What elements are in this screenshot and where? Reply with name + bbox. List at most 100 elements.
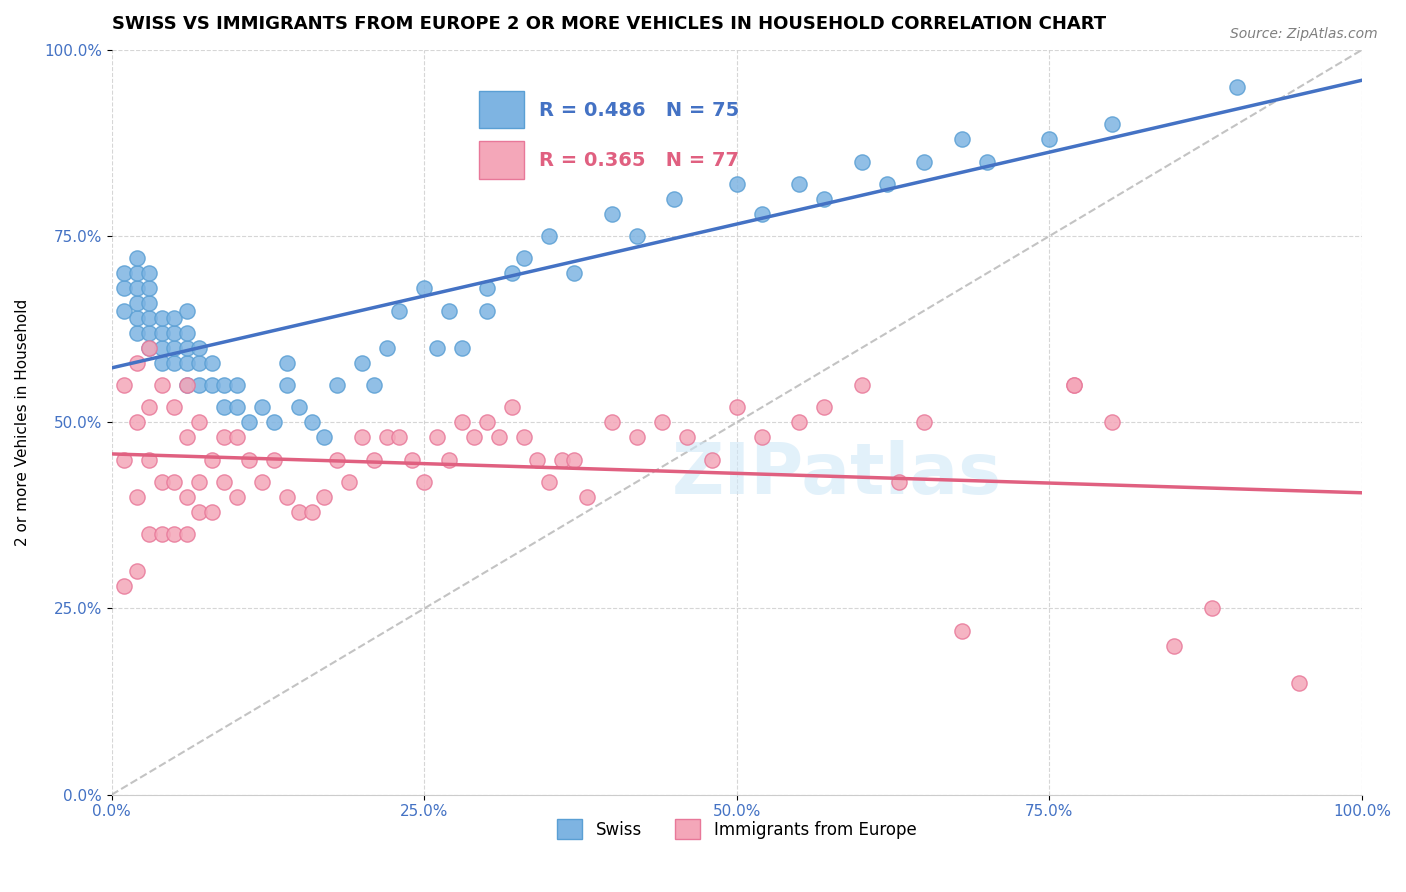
Point xyxy=(138,281,160,295)
Point xyxy=(212,430,235,444)
Point xyxy=(150,341,173,355)
Point xyxy=(176,430,198,444)
Point xyxy=(250,401,273,415)
Point xyxy=(538,475,561,489)
Point xyxy=(789,415,811,429)
Text: SWISS VS IMMIGRANTS FROM EUROPE 2 OR MORE VEHICLES IN HOUSEHOLD CORRELATION CHAR: SWISS VS IMMIGRANTS FROM EUROPE 2 OR MOR… xyxy=(111,15,1105,33)
Point xyxy=(575,490,598,504)
Point xyxy=(413,475,436,489)
Point xyxy=(125,281,148,295)
Point xyxy=(562,266,585,280)
Point xyxy=(337,475,360,489)
Point xyxy=(450,415,472,429)
Point xyxy=(626,430,648,444)
Point xyxy=(150,475,173,489)
Point xyxy=(163,475,186,489)
Point xyxy=(125,415,148,429)
Point xyxy=(725,401,748,415)
Point xyxy=(426,341,449,355)
Point xyxy=(138,341,160,355)
Point xyxy=(112,266,135,280)
Point xyxy=(626,229,648,244)
Point xyxy=(1226,80,1249,95)
Point xyxy=(212,401,235,415)
Point xyxy=(150,356,173,370)
Point xyxy=(538,229,561,244)
Text: R = 0.486   N = 75: R = 0.486 N = 75 xyxy=(540,101,740,120)
Point xyxy=(813,192,835,206)
Point xyxy=(288,505,311,519)
Point xyxy=(188,356,211,370)
Point xyxy=(463,430,485,444)
Point xyxy=(413,281,436,295)
Point xyxy=(263,452,285,467)
Point xyxy=(125,490,148,504)
Point xyxy=(388,430,411,444)
Point xyxy=(138,310,160,325)
Point xyxy=(325,452,347,467)
Point xyxy=(314,490,336,504)
Point xyxy=(188,415,211,429)
Point xyxy=(163,356,186,370)
Point xyxy=(150,310,173,325)
Point xyxy=(600,415,623,429)
Point xyxy=(238,415,260,429)
Point xyxy=(876,177,898,191)
Point xyxy=(1201,601,1223,615)
Point xyxy=(238,452,260,467)
Point xyxy=(176,527,198,541)
Point xyxy=(475,415,498,429)
Point xyxy=(889,475,911,489)
Point xyxy=(437,452,460,467)
Point xyxy=(950,132,973,146)
Point xyxy=(501,266,523,280)
Point xyxy=(125,266,148,280)
Point xyxy=(150,378,173,392)
Point xyxy=(664,192,686,206)
Point xyxy=(138,527,160,541)
Point xyxy=(501,401,523,415)
Point xyxy=(176,378,198,392)
Point xyxy=(188,505,211,519)
Point xyxy=(475,303,498,318)
Point xyxy=(651,415,673,429)
Point xyxy=(363,378,385,392)
Point xyxy=(675,430,697,444)
Point xyxy=(526,452,548,467)
Point xyxy=(288,401,311,415)
Point xyxy=(725,177,748,191)
Point xyxy=(314,430,336,444)
Point xyxy=(813,401,835,415)
Point xyxy=(125,310,148,325)
Point xyxy=(225,430,247,444)
Point xyxy=(450,341,472,355)
Point xyxy=(212,475,235,489)
Point xyxy=(250,475,273,489)
Point xyxy=(600,207,623,221)
Point xyxy=(138,266,160,280)
Point xyxy=(976,154,998,169)
Point xyxy=(1101,415,1123,429)
Point xyxy=(513,252,536,266)
Point xyxy=(188,475,211,489)
Text: Source: ZipAtlas.com: Source: ZipAtlas.com xyxy=(1230,27,1378,41)
Point xyxy=(112,452,135,467)
Point xyxy=(350,430,373,444)
FancyBboxPatch shape xyxy=(478,141,524,178)
Point xyxy=(163,341,186,355)
Point xyxy=(375,430,398,444)
Point xyxy=(276,378,298,392)
Point xyxy=(188,341,211,355)
Point xyxy=(138,401,160,415)
Point xyxy=(225,401,247,415)
Point xyxy=(125,296,148,310)
Point xyxy=(125,564,148,578)
Point xyxy=(138,452,160,467)
Point xyxy=(201,378,224,392)
Point xyxy=(112,378,135,392)
Point xyxy=(150,326,173,340)
Point xyxy=(176,356,198,370)
Text: ZIPatlas: ZIPatlas xyxy=(672,440,1002,509)
Point xyxy=(176,490,198,504)
Point xyxy=(138,341,160,355)
